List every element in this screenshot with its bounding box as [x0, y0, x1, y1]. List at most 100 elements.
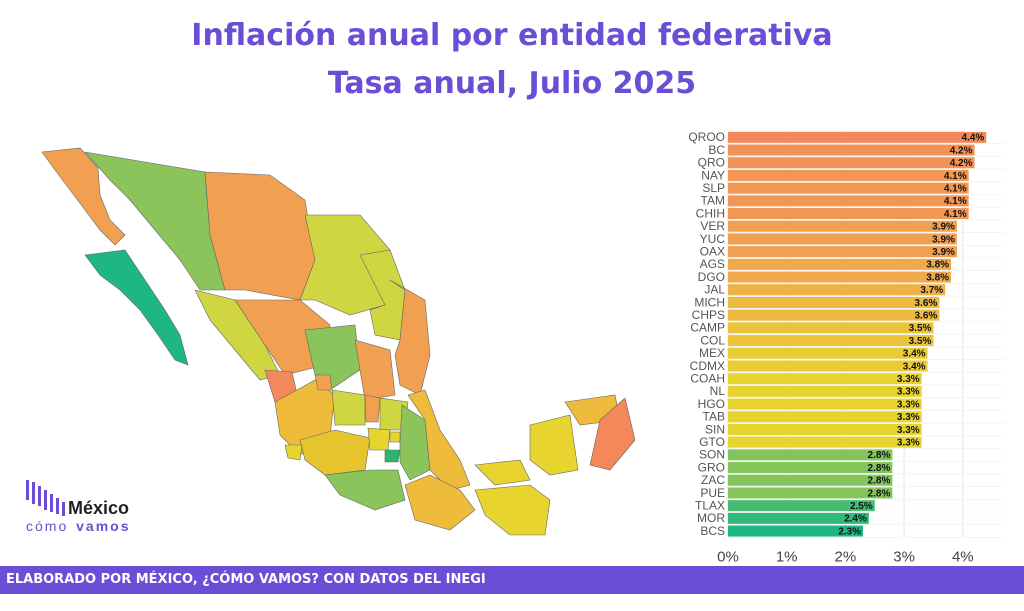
map-state-zac: [304, 324, 361, 391]
data-label: 2.8%: [868, 476, 891, 487]
bar-oax: [728, 246, 957, 258]
map-state-tam: [389, 279, 431, 396]
chart-title: Inflación anual por entidad federativa: [191, 18, 833, 53]
category-label: HGO: [698, 397, 725, 411]
category-label: OAX: [700, 245, 725, 259]
data-label: 4.2%: [950, 145, 973, 156]
data-label: 4.1%: [944, 209, 967, 220]
map-state-camp: [529, 414, 579, 476]
svg-text:cómo vamos: cómo vamos: [26, 518, 130, 534]
data-label: 3.8%: [926, 272, 949, 283]
category-label: MEX: [699, 346, 725, 360]
bar-ver: [728, 220, 957, 232]
data-label: 4.1%: [944, 184, 967, 195]
logo-bars-icon: México cómo vamos: [26, 480, 130, 534]
category-label: VER: [700, 219, 725, 233]
bar-tlax: [728, 500, 875, 512]
map-state-mex: [367, 427, 391, 451]
bar-dgo: [728, 271, 952, 283]
category-label: PUE: [700, 486, 725, 500]
logo-brand-top: México: [68, 498, 129, 518]
bar-bcs: [728, 525, 863, 537]
bar-jal: [728, 284, 946, 296]
bar-mich: [728, 296, 940, 308]
bar-chps: [728, 309, 940, 321]
x-tick-label: 4%: [952, 548, 974, 563]
map-state-cdmx: [389, 431, 401, 443]
bar-bc: [728, 144, 975, 156]
bar-pue: [728, 487, 893, 499]
map-state-nl: [359, 249, 406, 341]
map-state-bc: [41, 147, 126, 246]
bar-cdmx: [728, 360, 928, 372]
data-label: 3.9%: [932, 234, 955, 245]
inflation-bar-chart: 0% 1% 2% 3% 4% QROO 4.4% BC 4.2% QRO 4.2% NAY 4.1% SL…: [688, 130, 1004, 563]
data-label: 3.6%: [915, 311, 938, 322]
bar-nl: [728, 385, 922, 397]
footer-source: ELABORADO POR MÉXICO, ¿CÓMO VAMOS? CON D…: [0, 566, 1024, 594]
data-label: 4.1%: [944, 196, 967, 207]
logo-brand-vamos: vamos: [76, 518, 130, 534]
category-label: SIN: [705, 422, 725, 436]
category-label: NAY: [701, 168, 725, 182]
x-tick-label: 3%: [893, 548, 915, 563]
map-state-gto: [331, 389, 366, 426]
bar-mor: [728, 512, 869, 524]
category-label: CHPS: [692, 308, 725, 322]
data-label: 4.1%: [944, 171, 967, 182]
data-label: 2.8%: [868, 463, 891, 474]
data-label: 3.3%: [897, 412, 920, 423]
data-label: 3.3%: [897, 438, 920, 449]
category-label: QRO: [698, 156, 725, 170]
data-label: 3.6%: [915, 298, 938, 309]
data-label: 4.4%: [961, 133, 984, 144]
data-label: 2.5%: [850, 501, 873, 512]
map-state-mor: [384, 449, 401, 463]
category-label: COL: [700, 333, 725, 347]
data-label: 3.3%: [897, 399, 920, 410]
bar-col: [728, 335, 934, 347]
data-label: 3.3%: [897, 425, 920, 436]
bar-nay: [728, 169, 969, 181]
map-state-bcs: [84, 249, 189, 366]
data-label: 3.3%: [897, 374, 920, 385]
bar-gro: [728, 462, 893, 474]
data-label: 2.3%: [838, 526, 861, 537]
category-label: MOR: [697, 511, 725, 525]
data-label: 3.4%: [903, 361, 926, 372]
category-label: TAB: [703, 410, 725, 424]
map-state-qro: [364, 394, 381, 423]
mexico-choropleth-map: [41, 147, 636, 536]
category-label: ZAC: [701, 473, 725, 487]
bar-zac: [728, 474, 893, 486]
category-label: QROO: [688, 130, 725, 144]
bar-qroo: [728, 131, 987, 143]
category-label: SLP: [702, 181, 725, 195]
category-label: CAMP: [690, 321, 725, 335]
x-tick-label: 0%: [717, 548, 739, 563]
bar-mex: [728, 347, 928, 359]
map-state-ver: [407, 389, 471, 491]
category-label: GRO: [698, 460, 725, 474]
x-tick-label: 1%: [776, 548, 798, 563]
category-label: NL: [710, 384, 726, 398]
bar-coah: [728, 373, 922, 385]
category-label: DGO: [698, 270, 725, 284]
category-label: GTO: [699, 435, 725, 449]
data-label: 3.9%: [932, 222, 955, 233]
map-state-qroo: [589, 397, 636, 471]
bar-gto: [728, 436, 922, 448]
logo: México cómo vamos: [24, 478, 164, 542]
data-label: 2.8%: [868, 488, 891, 499]
category-label: COAH: [690, 372, 725, 386]
chart-subtitle: Tasa anual, Julio 2025: [327, 66, 697, 101]
bar-yuc: [728, 233, 957, 245]
bar-ags: [728, 258, 952, 270]
map-state-gro: [324, 469, 406, 511]
logo-brand-como: cómo: [26, 518, 68, 534]
bar-slp: [728, 182, 969, 194]
data-label: 4.2%: [950, 158, 973, 169]
map-state-oax: [404, 474, 476, 531]
category-label: TLAX: [695, 499, 725, 513]
data-label: 3.4%: [903, 349, 926, 360]
